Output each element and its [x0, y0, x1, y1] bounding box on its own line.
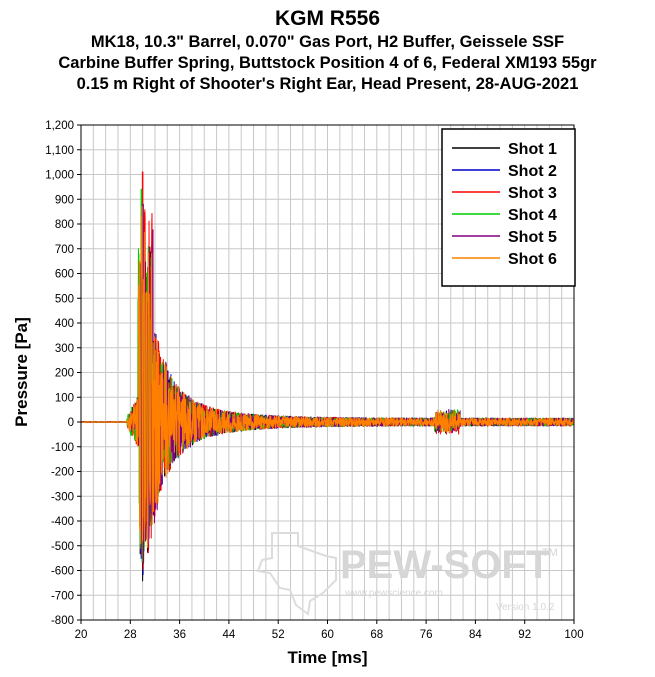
- y-tick-label: -800: [51, 615, 74, 627]
- y-tick-label: -600: [51, 566, 74, 578]
- chart-titles: KGM R556 MK18, 10.3" Barrel, 0.070" Gas …: [0, 6, 655, 95]
- y-tick-label: 400: [55, 318, 74, 330]
- x-tick-label: 36: [173, 629, 186, 641]
- y-tick-label: -200: [51, 467, 74, 479]
- y-tick-label: -100: [51, 442, 74, 454]
- watermark-brand: PEW-SOFT: [340, 543, 550, 587]
- y-tick-label: -500: [51, 541, 74, 553]
- x-tick-label: 84: [469, 629, 482, 641]
- y-tick-label: 200: [55, 368, 74, 380]
- legend: Shot 1 Shot 2 Shot 3 Shot 4 Shot 5 Shot 6: [441, 128, 576, 287]
- y-tick-label: 300: [55, 343, 74, 355]
- y-tick-label: 1,000: [45, 170, 74, 182]
- chart-subtitle-line-3: 0.15 m Right of Shooter's Right Ear, Hea…: [76, 75, 579, 93]
- legend-label: Shot 3: [508, 185, 557, 202]
- legend-label: Shot 6: [508, 251, 557, 268]
- legend-box: [441, 128, 576, 287]
- y-tick-label: 100: [55, 392, 74, 404]
- x-tick-label: 44: [223, 629, 236, 641]
- watermark: PEW-SOFT TM www.pewscience.com Version 1…: [256, 532, 558, 616]
- legend-label: Shot 5: [508, 229, 557, 246]
- legend-label: Shot 1: [508, 141, 557, 158]
- x-tick-label: 60: [321, 629, 334, 641]
- y-tick-label: 900: [55, 194, 74, 206]
- chart-subtitle-line-2: Carbine Buffer Spring, Buttstock Positio…: [58, 54, 597, 72]
- y-tick-label: 1,100: [45, 145, 74, 157]
- y-tick-label: -400: [51, 516, 74, 528]
- x-tick-label: 20: [75, 629, 88, 641]
- x-tick-label: 76: [420, 629, 433, 641]
- watermark-url: www.pewscience.com: [344, 588, 443, 599]
- watermark-version: Version 1.0.2: [496, 602, 555, 613]
- x-tick-label: 92: [518, 629, 531, 641]
- x-axis-label: Time [ms]: [288, 648, 368, 667]
- y-axis-ticks: -800 -700 -600 -500 -400 -300 -200 -100 0 100 200 3…: [45, 120, 81, 627]
- chart-title: KGM R556: [274, 7, 381, 30]
- y-tick-label: 0: [68, 417, 74, 429]
- y-tick-label: 700: [55, 244, 74, 256]
- y-tick-label: 1,200: [45, 120, 74, 132]
- texas-outline-icon: [256, 532, 337, 616]
- watermark-trademark: TM: [542, 547, 558, 559]
- y-tick-label: 500: [55, 293, 74, 305]
- series-line-shot-6: [80, 206, 575, 548]
- y-tick-label: -300: [51, 491, 74, 503]
- x-tick-label: 28: [124, 629, 137, 641]
- x-tick-label: 68: [370, 629, 383, 641]
- legend-label: Shot 4: [508, 207, 557, 224]
- x-tick-label: 52: [272, 629, 285, 641]
- y-tick-label: 800: [55, 219, 74, 231]
- chart-subtitle-line-1: MK18, 10.3" Barrel, 0.070" Gas Port, H2 …: [90, 33, 565, 51]
- x-tick-label: 100: [564, 629, 583, 641]
- legend-label: Shot 2: [508, 163, 557, 180]
- y-tick-label: -700: [51, 590, 74, 602]
- y-tick-label: 600: [55, 269, 74, 281]
- x-axis-ticks: 20 28 36 44 52 60 68 76 84 92 100: [75, 620, 584, 641]
- y-axis-label: Pressure [Pa]: [12, 317, 31, 427]
- series-lines: [80, 171, 575, 582]
